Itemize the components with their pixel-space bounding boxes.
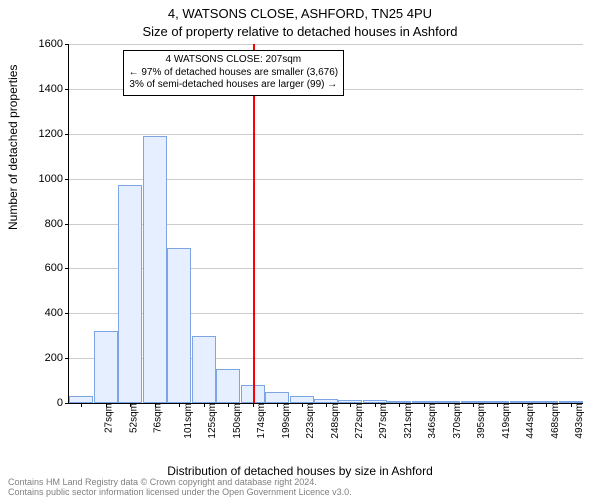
- y-axis-label: Number of detached properties: [6, 65, 20, 230]
- histogram-plot: 0200400600800100012001400160027sqm52sqm7…: [68, 44, 583, 404]
- xtick-mark: [399, 403, 400, 407]
- xtick-label: 52sqm: [126, 403, 139, 433]
- xtick-mark: [179, 403, 180, 407]
- xtick-label: 101sqm: [181, 403, 194, 439]
- gridline: [69, 134, 583, 135]
- xtick-mark: [277, 403, 278, 407]
- xtick-label: 493sqm: [572, 403, 585, 439]
- xtick-mark: [302, 403, 303, 407]
- xtick-label: 125sqm: [205, 403, 218, 439]
- histogram-bar: [265, 392, 289, 403]
- xtick-mark: [326, 403, 327, 407]
- footer-line-2: Contains public sector information licen…: [8, 488, 592, 498]
- xtick-mark: [253, 403, 254, 407]
- xtick-label: 395sqm: [474, 403, 487, 439]
- xtick-label: 248sqm: [328, 403, 341, 439]
- ytick-label: 600: [29, 262, 69, 274]
- xtick-mark: [204, 403, 205, 407]
- xtick-label: 321sqm: [401, 403, 414, 439]
- xtick-mark: [424, 403, 425, 407]
- xtick-label: 444sqm: [523, 403, 536, 439]
- xtick-label: 150sqm: [230, 403, 243, 439]
- ytick-label: 1000: [29, 173, 69, 185]
- xtick-mark: [106, 403, 107, 407]
- footer-attribution: Contains HM Land Registry data © Crown c…: [8, 478, 592, 498]
- xtick-label: 468sqm: [548, 403, 561, 439]
- xtick-mark: [497, 403, 498, 407]
- xtick-mark: [448, 403, 449, 407]
- xtick-mark: [350, 403, 351, 407]
- histogram-bar: [69, 396, 93, 403]
- histogram-bar: [216, 369, 240, 403]
- xtick-label: 272sqm: [352, 403, 365, 439]
- chart-title-sub: Size of property relative to detached ho…: [0, 24, 600, 39]
- xtick-label: 174sqm: [254, 403, 267, 439]
- xtick-mark: [155, 403, 156, 407]
- ytick-label: 1400: [29, 83, 69, 95]
- ytick-label: 1600: [29, 38, 69, 50]
- xtick-mark: [546, 403, 547, 407]
- property-marker-line: [253, 44, 255, 403]
- xtick-mark: [375, 403, 376, 407]
- xtick-label: 370sqm: [450, 403, 463, 439]
- histogram-bar: [143, 136, 167, 403]
- xtick-mark: [81, 403, 82, 407]
- xtick-label: 419sqm: [499, 403, 512, 439]
- xtick-mark: [130, 403, 131, 407]
- xtick-mark: [473, 403, 474, 407]
- annotation-line-2: ← 97% of detached houses are smaller (3,…: [129, 67, 339, 80]
- histogram-bar: [118, 185, 142, 403]
- xtick-mark: [228, 403, 229, 407]
- ytick-label: 0: [29, 397, 69, 409]
- xtick-label: 76sqm: [151, 403, 164, 433]
- ytick-label: 1200: [29, 128, 69, 140]
- xtick-label: 297sqm: [377, 403, 390, 439]
- gridline: [69, 44, 583, 45]
- ytick-label: 800: [29, 218, 69, 230]
- histogram-bar: [192, 336, 216, 403]
- chart-title-main: 4, WATSONS CLOSE, ASHFORD, TN25 4PU: [0, 6, 600, 21]
- ytick-label: 400: [29, 307, 69, 319]
- x-axis-label: Distribution of detached houses by size …: [0, 464, 600, 478]
- xtick-label: 346sqm: [426, 403, 439, 439]
- xtick-label: 27sqm: [102, 403, 115, 433]
- xtick-label: 199sqm: [279, 403, 292, 439]
- annotation-line-3: 3% of semi-detached houses are larger (9…: [129, 79, 339, 92]
- xtick-label: 223sqm: [303, 403, 316, 439]
- ytick-label: 200: [29, 352, 69, 364]
- histogram-bar: [290, 396, 314, 403]
- annotation-line-1: 4 WATSONS CLOSE: 207sqm: [129, 54, 339, 67]
- property-annotation: 4 WATSONS CLOSE: 207sqm ← 97% of detache…: [123, 50, 345, 96]
- xtick-mark: [522, 403, 523, 407]
- histogram-bar: [94, 331, 118, 403]
- histogram-bar: [167, 248, 191, 403]
- xtick-mark: [571, 403, 572, 407]
